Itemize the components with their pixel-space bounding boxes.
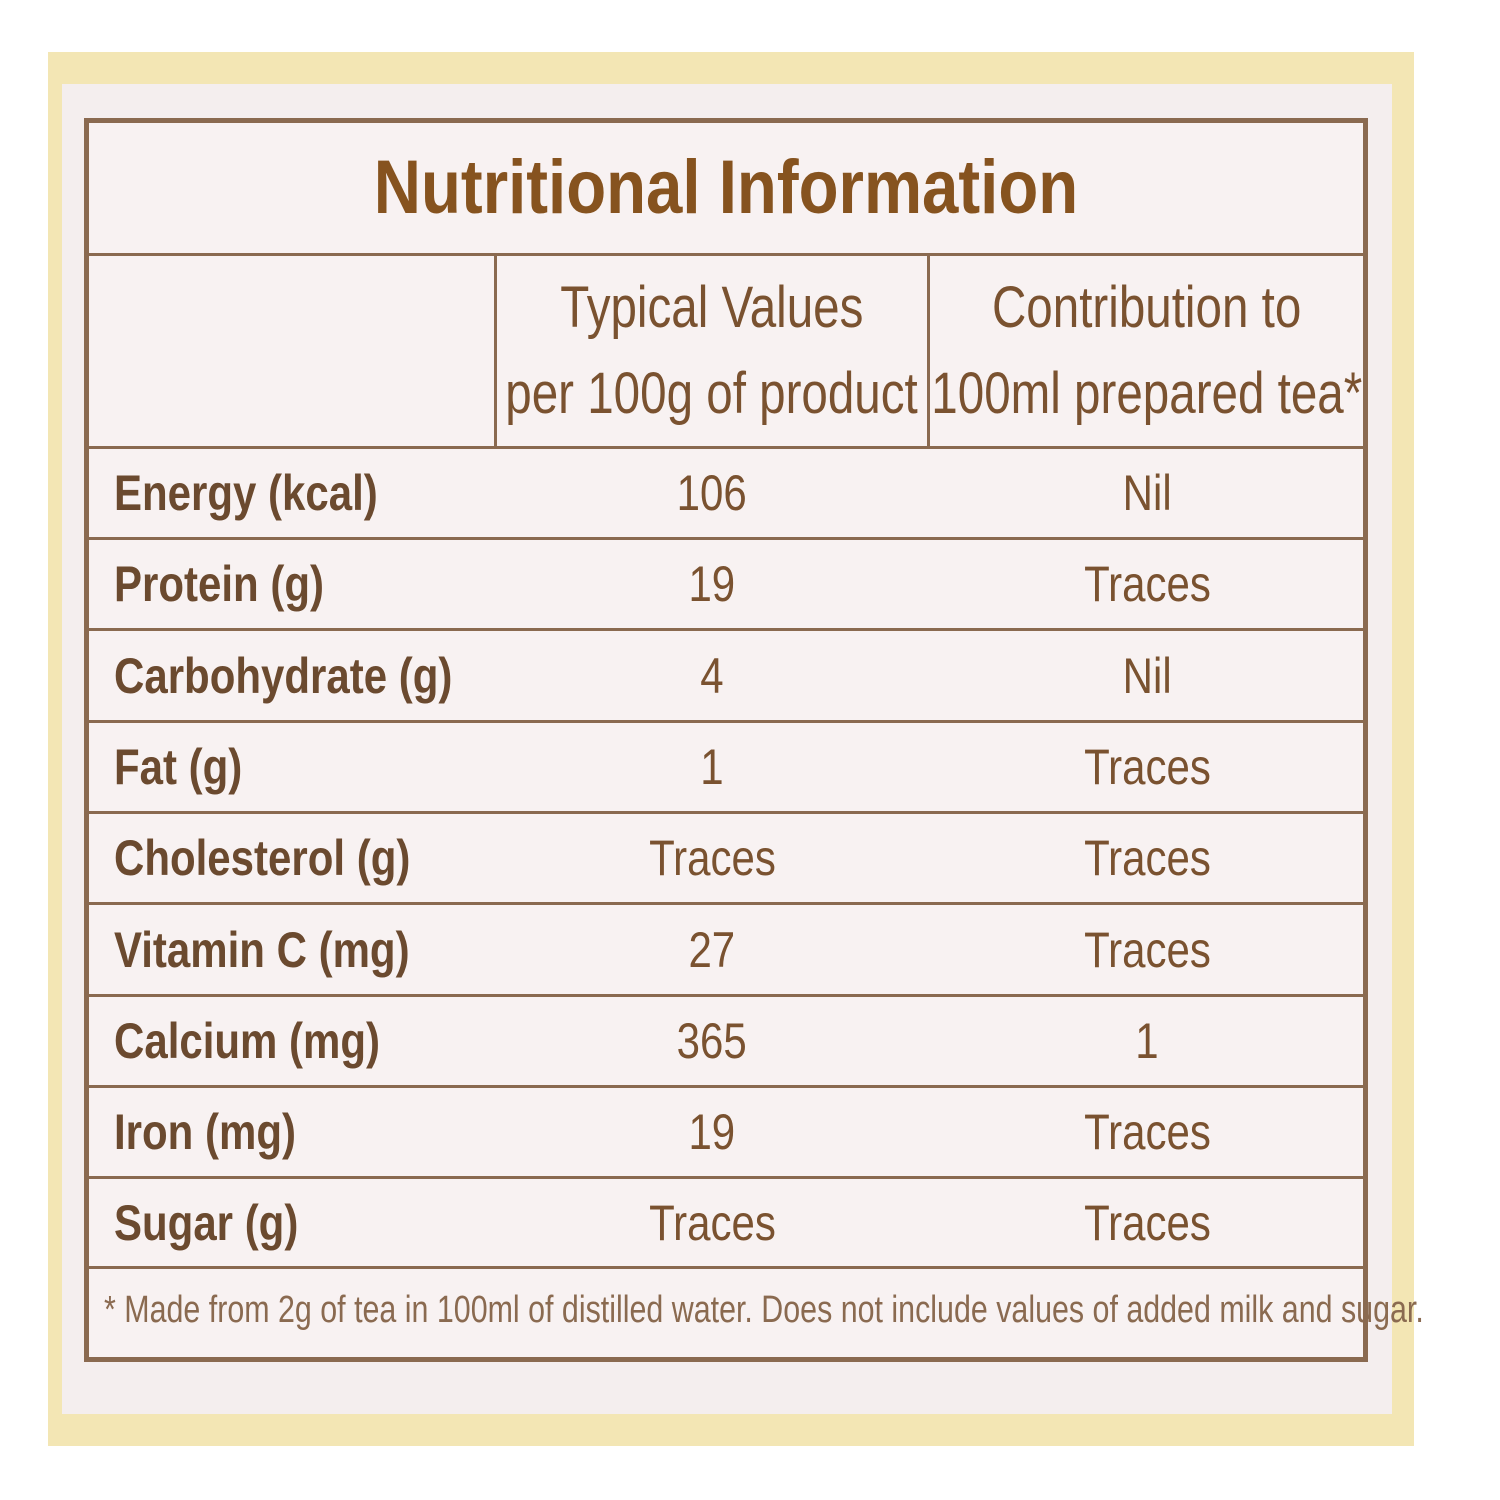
value-text: Nil: [1122, 465, 1172, 521]
value-per-100g: 365: [497, 997, 927, 1085]
value-text: 1: [1135, 1013, 1159, 1069]
divider-row: [89, 994, 1363, 997]
nutrient-name: Sugar (g): [114, 1194, 299, 1251]
nutrient-name: Carbohydrate (g): [114, 647, 453, 704]
value-text: 106: [676, 465, 748, 521]
value-per-100g: 27: [497, 905, 927, 994]
value-per-100ml: Traces: [930, 1088, 1364, 1176]
divider-title: [89, 253, 1363, 256]
value-per-100g: 4: [497, 631, 927, 720]
divider-row: [89, 1085, 1363, 1088]
nutrient-name: Calcium (mg): [114, 1013, 381, 1069]
divider-row: [89, 902, 1363, 905]
value-per-100g: 19: [497, 1088, 927, 1176]
divider-row: [89, 720, 1363, 723]
value-per-100g: 19: [497, 540, 927, 628]
table-row-label: Carbohydrate (g): [114, 631, 494, 720]
divider-row: [89, 537, 1363, 540]
value-per-100ml: Traces: [930, 540, 1364, 628]
value-per-100g: Traces: [497, 814, 927, 902]
header-contribution-line1: Contribution to: [992, 275, 1302, 340]
divider-row: [89, 811, 1363, 814]
footnote-text: * Made from 2g of tea in 100ml of distil…: [104, 1288, 1424, 1331]
value-per-100ml: Nil: [930, 631, 1364, 720]
value-per-100ml: Traces: [930, 814, 1364, 902]
value-text: 19: [688, 556, 736, 612]
value-per-100ml: Traces: [930, 723, 1364, 811]
divider-row: [89, 628, 1363, 631]
value-text: Traces: [1083, 921, 1211, 978]
panel-title: Nutritional Information: [373, 144, 1079, 230]
divider-header: [89, 446, 1363, 449]
value-text: Traces: [648, 830, 776, 886]
header-typical-values-line2: per 100g of product: [505, 361, 919, 426]
table-row-label: Calcium (mg): [114, 997, 494, 1085]
value-per-100ml: 1: [930, 997, 1364, 1085]
table-row-label: Iron (mg): [114, 1088, 494, 1176]
nutrient-name: Vitamin C (mg): [114, 921, 410, 978]
header-column-divider: [494, 256, 497, 446]
nutrition-panel: [84, 118, 1368, 1362]
nutrient-name: Fat (g): [114, 739, 243, 795]
table-row-label: Vitamin C (mg): [114, 905, 494, 994]
header-typical-values-line1: Typical Values: [560, 275, 864, 340]
footnote: * Made from 2g of tea in 100ml of distil…: [104, 1272, 1424, 1348]
header-column-divider: [927, 256, 930, 446]
value-per-100ml: Traces: [930, 1179, 1364, 1266]
nutrient-name: Protein (g): [114, 556, 324, 612]
value-per-100g: 1: [497, 723, 927, 811]
value-text: 365: [676, 1013, 748, 1069]
table-row-label: Energy (kcal): [114, 449, 494, 537]
value-text: Traces: [1083, 830, 1211, 886]
value-text: Traces: [648, 1194, 776, 1251]
header-typical-values: Typical Values per 100g of product: [497, 256, 927, 446]
value-per-100ml: Traces: [930, 905, 1364, 994]
divider-footnote: [89, 1266, 1363, 1269]
table-row-label: Cholesterol (g): [114, 814, 494, 902]
header-contribution: Contribution to 100ml prepared tea*: [930, 256, 1364, 446]
header-contribution-line2: 100ml prepared tea*: [931, 361, 1363, 426]
table-row-label: Protein (g): [114, 540, 494, 628]
nutrient-name: Iron (mg): [114, 1104, 296, 1160]
value-text: 1: [700, 739, 724, 795]
value-text: 4: [700, 647, 724, 704]
table-row-label: Fat (g): [114, 723, 494, 811]
value-text: Traces: [1083, 556, 1211, 612]
value-text: Traces: [1083, 1104, 1211, 1160]
nutrient-name: Cholesterol (g): [114, 830, 411, 886]
nutrient-name: Energy (kcal): [114, 465, 378, 521]
value-per-100g: Traces: [497, 1179, 927, 1266]
divider-row: [89, 1176, 1363, 1179]
value-per-100g: 106: [497, 449, 927, 537]
value-text: Traces: [1083, 1194, 1211, 1251]
value-text: Nil: [1122, 647, 1172, 704]
value-text: Traces: [1083, 739, 1211, 795]
value-text: 19: [688, 1104, 736, 1160]
value-per-100ml: Nil: [930, 449, 1364, 537]
table-row-label: Sugar (g): [114, 1179, 494, 1266]
value-text: 27: [688, 921, 736, 978]
